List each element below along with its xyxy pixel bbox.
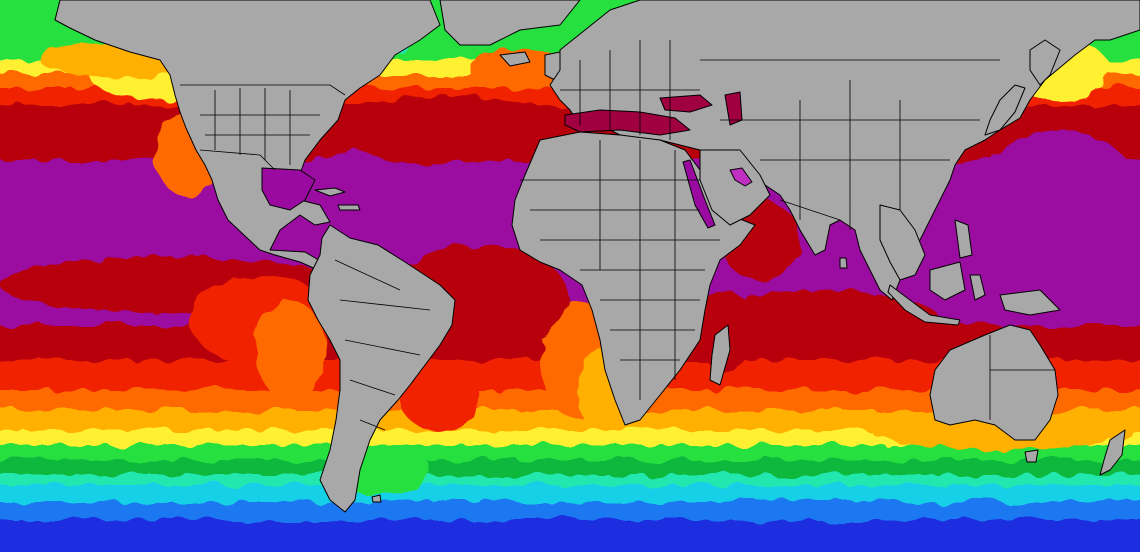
black-sea-water <box>659 94 713 113</box>
falklands <box>371 494 382 503</box>
arabia <box>699 149 771 226</box>
philippines <box>954 219 973 259</box>
sakhalin-kamchatka <box>1029 39 1061 86</box>
indochina <box>879 204 926 281</box>
us-mexico-border <box>199 149 276 171</box>
africa-borders <box>520 140 720 400</box>
africa <box>511 131 756 426</box>
brazil-current-red <box>400 370 480 430</box>
us-canada-border <box>180 84 346 96</box>
caribbean-islands <box>314 187 361 211</box>
europe-borders <box>560 40 700 140</box>
band-cyan-south <box>0 480 1140 502</box>
madagascar <box>709 324 731 386</box>
asia-borders <box>700 59 1000 230</box>
sulawesi-png <box>969 274 1061 316</box>
borneo <box>929 261 966 301</box>
political-borders <box>180 40 1055 431</box>
persian-gulf-water <box>729 167 753 187</box>
red-sea-water <box>682 159 716 229</box>
indian-ocean-dark <box>700 290 940 350</box>
sumatra-java <box>887 284 961 326</box>
us-state-lines <box>200 88 320 165</box>
peru-current-cool <box>255 300 325 400</box>
japan <box>984 84 1026 136</box>
gulf-mexico-water <box>261 167 316 211</box>
mediterranean-water <box>564 109 691 136</box>
north-atlantic-dark <box>340 95 560 165</box>
south-america-borders <box>334 259 431 431</box>
greenland <box>439 0 581 46</box>
landmasses <box>54 0 1140 513</box>
new-zealand <box>1099 429 1126 476</box>
south-america <box>307 224 456 513</box>
australia <box>929 324 1059 441</box>
sri-lanka <box>839 257 848 269</box>
tasmania <box>1024 449 1039 463</box>
west-pacific-purple <box>970 130 1140 310</box>
iceland <box>499 51 531 67</box>
australia-borders <box>989 335 1055 420</box>
